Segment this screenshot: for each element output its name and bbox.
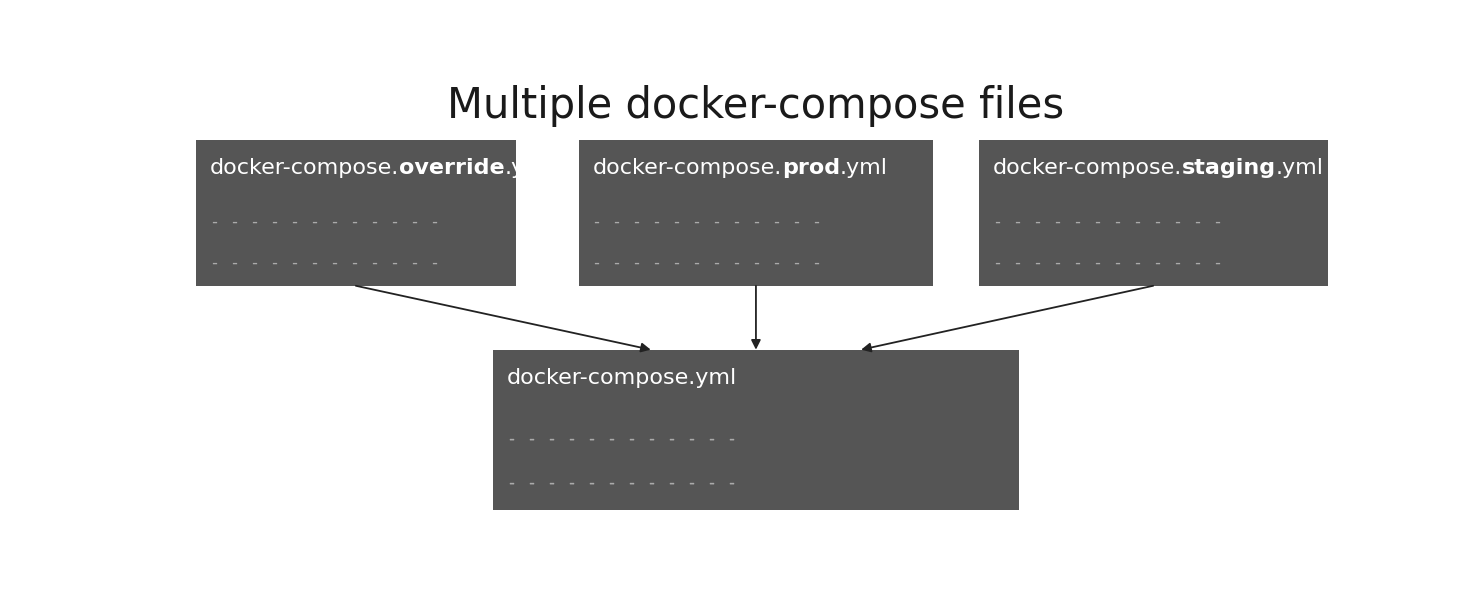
Text: - - - - - - - - - - - -: - - - - - - - - - - - - [993,254,1223,272]
Text: - - - - - - - - - - - -: - - - - - - - - - - - - [507,429,736,448]
Text: - - - - - - - - - - - -: - - - - - - - - - - - - [507,474,736,492]
Bar [493,350,1019,509]
Bar [979,139,1328,286]
Text: - - - - - - - - - - - -: - - - - - - - - - - - - [209,213,440,231]
Text: docker-compose.yml: docker-compose.yml [507,368,738,388]
Bar [578,139,934,286]
Text: prod: prod [782,158,839,178]
Text: - - - - - - - - - - - -: - - - - - - - - - - - - [993,213,1223,231]
Text: .yml: .yml [504,158,553,178]
Text: docker-compose.: docker-compose. [209,158,398,178]
Text: staging: staging [1181,158,1276,178]
Text: - - - - - - - - - - - -: - - - - - - - - - - - - [507,474,736,492]
Bar [196,139,516,286]
Text: docker-compose.: docker-compose. [993,158,1181,178]
Text: .yml: .yml [839,158,888,178]
Text: override: override [398,158,504,178]
Text: .yml: .yml [1276,158,1325,178]
Text: - - - - - - - - - - - -: - - - - - - - - - - - - [209,254,440,272]
Text: - - - - - - - - - - - -: - - - - - - - - - - - - [593,213,823,231]
Text: - - - - - - - - - - - -: - - - - - - - - - - - - [507,429,736,448]
Text: - - - - - - - - - - - -: - - - - - - - - - - - - [593,254,823,272]
Text: Multiple docker-compose files: Multiple docker-compose files [447,85,1065,127]
Text: docker-compose.: docker-compose. [593,158,782,178]
